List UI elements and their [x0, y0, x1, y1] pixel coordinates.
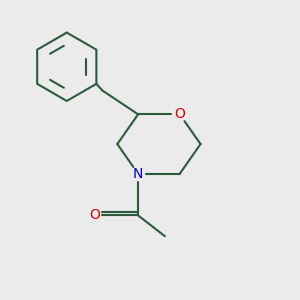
Text: O: O [174, 107, 185, 121]
Text: N: N [133, 167, 143, 181]
Text: O: O [90, 208, 101, 222]
